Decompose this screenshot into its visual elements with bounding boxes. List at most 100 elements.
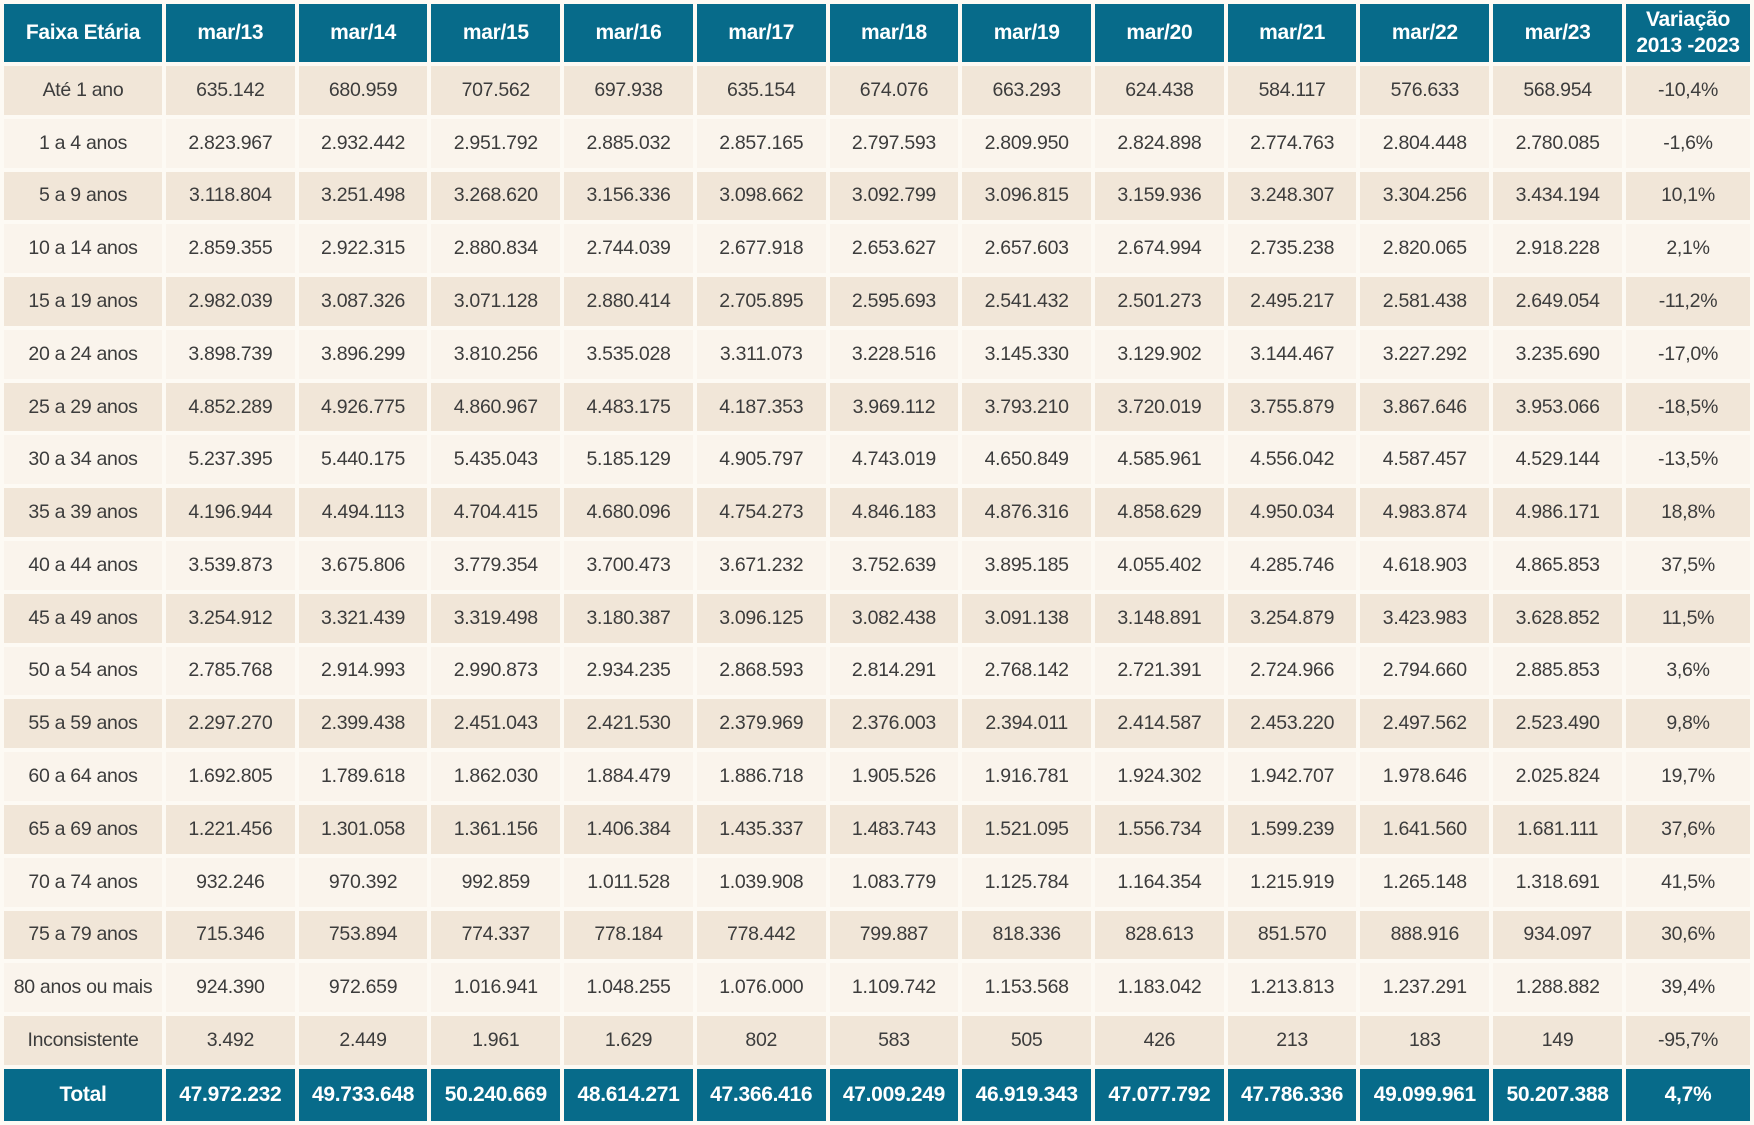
data-cell: 4.983.874 <box>1360 488 1490 538</box>
data-cell: 1.109.742 <box>829 963 959 1013</box>
data-cell: 715.346 <box>166 910 295 960</box>
column-header-year: mar/15 <box>431 4 561 62</box>
table-row: 1 a 4 anos 2.823.967 2.932.442 2.951.792 2.8… <box>4 118 1750 168</box>
data-cell: 2.657.603 <box>962 224 1092 274</box>
variation-cell: -11,2% <box>1626 277 1750 326</box>
table-row: 45 a 49 anos 3.254.912 3.321.439 3.319.498 3… <box>4 593 1750 643</box>
data-cell: 2.990.873 <box>431 646 561 696</box>
data-cell: 3.227.292 <box>1360 329 1490 379</box>
table-row: 20 a 24 anos 3.898.739 3.896.299 3.810.256 3… <box>4 329 1750 379</box>
data-cell: 624.438 <box>1095 66 1224 115</box>
data-cell: 3.096.125 <box>696 593 826 643</box>
data-cell: 1.961 <box>431 1016 561 1065</box>
data-cell: 3.180.387 <box>564 593 693 643</box>
data-cell: 2.735.238 <box>1227 224 1357 274</box>
data-cell: 3.319.498 <box>431 593 561 643</box>
data-cell: 1.905.526 <box>829 752 959 801</box>
table-header-row: Faixa Etária mar/13 mar/14 mar/15 mar/16 mar/… <box>4 4 1750 62</box>
data-cell: 778.184 <box>564 910 693 960</box>
data-cell: 1.916.781 <box>962 752 1092 801</box>
data-cell: 3.867.646 <box>1360 382 1490 432</box>
data-cell: 149 <box>1493 1016 1622 1065</box>
data-cell: 3.675.806 <box>298 541 428 590</box>
data-cell: 3.254.879 <box>1227 593 1357 643</box>
data-cell: 568.954 <box>1493 66 1622 115</box>
data-cell: 2.495.217 <box>1227 277 1357 326</box>
row-label: 5 a 9 anos <box>4 171 162 221</box>
data-cell: 3.423.983 <box>1360 593 1490 643</box>
data-cell: 1.886.718 <box>696 752 826 801</box>
data-cell: 932.246 <box>166 857 295 907</box>
data-cell: 1.215.919 <box>1227 857 1357 907</box>
data-cell: 3.087.326 <box>298 277 428 326</box>
data-cell: 2.859.355 <box>166 224 295 274</box>
data-cell: 5.237.395 <box>166 435 295 485</box>
data-cell: 4.585.961 <box>1095 435 1224 485</box>
total-cell: 47.366.416 <box>696 1069 826 1121</box>
table-row: 35 a 39 anos 4.196.944 4.494.113 4.704.415 4… <box>4 488 1750 538</box>
data-cell: 4.754.273 <box>696 488 826 538</box>
data-cell: 2.814.291 <box>829 646 959 696</box>
table-row: 5 a 9 anos 3.118.804 3.251.498 3.268.620 3.1… <box>4 171 1750 221</box>
data-cell: 2.523.490 <box>1493 699 1622 749</box>
data-cell: 1.483.743 <box>829 804 959 854</box>
data-cell: 2.376.003 <box>829 699 959 749</box>
column-header-year: mar/23 <box>1493 4 1622 62</box>
data-cell: 1.924.302 <box>1095 752 1224 801</box>
data-cell: 4.926.775 <box>298 382 428 432</box>
data-cell: 4.846.183 <box>829 488 959 538</box>
data-cell: 1.183.042 <box>1095 963 1224 1013</box>
data-cell: 3.898.739 <box>166 329 295 379</box>
data-cell: 1.213.813 <box>1227 963 1357 1013</box>
data-cell: 2.794.660 <box>1360 646 1490 696</box>
data-cell: 2.497.562 <box>1360 699 1490 749</box>
data-cell: 1.083.779 <box>829 857 959 907</box>
data-cell: 2.982.039 <box>166 277 295 326</box>
row-label: 75 a 79 anos <box>4 910 162 960</box>
data-cell: 576.633 <box>1360 66 1490 115</box>
data-cell: 2.885.032 <box>564 118 693 168</box>
table-row: 10 a 14 anos 2.859.355 2.922.315 2.880.834 2… <box>4 224 1750 274</box>
variation-cell: 37,6% <box>1626 804 1750 854</box>
row-label: 55 a 59 anos <box>4 699 162 749</box>
data-cell: 2.721.391 <box>1095 646 1224 696</box>
variation-cell: 41,5% <box>1626 857 1750 907</box>
data-cell: 2.868.593 <box>696 646 826 696</box>
data-cell: 3.304.256 <box>1360 171 1490 221</box>
total-cell: 49.099.961 <box>1360 1069 1490 1121</box>
data-cell: 3.118.804 <box>166 171 295 221</box>
data-cell: 972.659 <box>298 963 428 1013</box>
data-cell: 4.950.034 <box>1227 488 1357 538</box>
data-cell: 635.154 <box>696 66 826 115</box>
data-cell: 3.700.473 <box>564 541 693 590</box>
data-cell: 3.254.912 <box>166 593 295 643</box>
data-cell: 2.824.898 <box>1095 118 1224 168</box>
data-cell: 4.743.019 <box>829 435 959 485</box>
data-cell: 2.653.627 <box>829 224 959 274</box>
data-cell: 3.539.873 <box>166 541 295 590</box>
total-cell: 47.786.336 <box>1227 1069 1357 1121</box>
data-cell: 2.951.792 <box>431 118 561 168</box>
data-cell: 1.125.784 <box>962 857 1092 907</box>
data-cell: 2.797.593 <box>829 118 959 168</box>
variation-cell: -13,5% <box>1626 435 1750 485</box>
data-cell: 1.521.095 <box>962 804 1092 854</box>
data-cell: 3.779.354 <box>431 541 561 590</box>
data-cell: 4.876.316 <box>962 488 1092 538</box>
column-header-year: mar/13 <box>166 4 295 62</box>
data-cell: 3.096.815 <box>962 171 1092 221</box>
data-cell: 183 <box>1360 1016 1490 1065</box>
data-cell: 2.768.142 <box>962 646 1092 696</box>
data-cell: 934.097 <box>1493 910 1622 960</box>
data-cell: 2.677.918 <box>696 224 826 274</box>
data-cell: 2.581.438 <box>1360 277 1490 326</box>
data-cell: 1.153.568 <box>962 963 1092 1013</box>
data-cell: 2.297.270 <box>166 699 295 749</box>
data-cell: 1.016.941 <box>431 963 561 1013</box>
total-cell: 48.614.271 <box>564 1069 693 1121</box>
data-cell: 753.894 <box>298 910 428 960</box>
row-label: 10 a 14 anos <box>4 224 162 274</box>
row-label: 65 a 69 anos <box>4 804 162 854</box>
variation-cell: 9,8% <box>1626 699 1750 749</box>
data-cell: 2.880.834 <box>431 224 561 274</box>
